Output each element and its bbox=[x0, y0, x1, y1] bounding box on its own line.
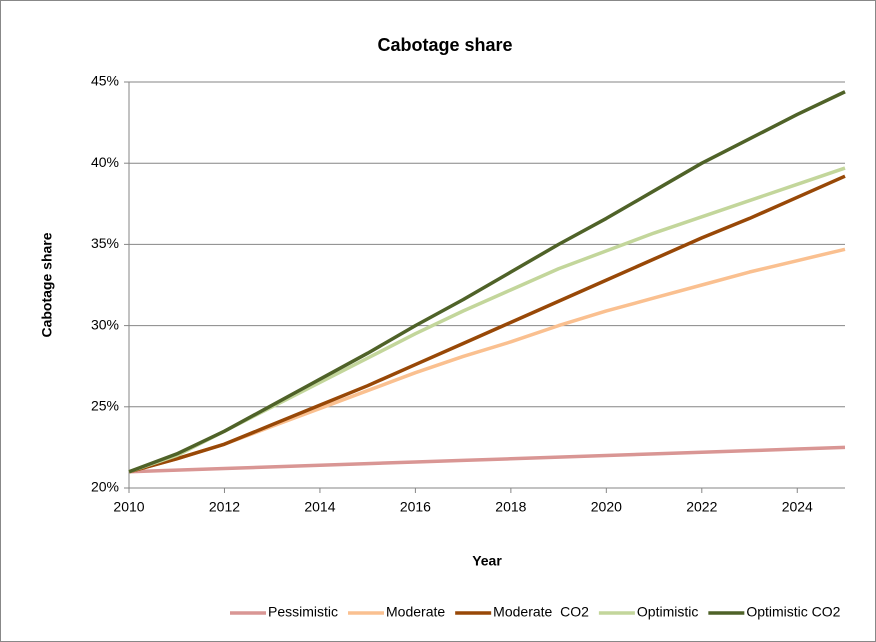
series-line bbox=[128, 445, 846, 474]
y-tick-label: 35% bbox=[91, 235, 119, 251]
x-tick-label: 2010 bbox=[113, 499, 144, 515]
x-axis-label: Year bbox=[472, 553, 502, 569]
y-tick-label: 40% bbox=[91, 154, 119, 170]
legend-label: Moderate bbox=[386, 604, 445, 620]
legend-label: Optimistic bbox=[637, 604, 698, 620]
x-tick-label: 2018 bbox=[495, 499, 526, 515]
legend-label: Optimistic CO2 bbox=[746, 604, 840, 620]
legend-label: Pessimistic bbox=[268, 604, 338, 620]
y-axis-label: Cabotage share bbox=[39, 232, 55, 337]
x-tick-label: 2022 bbox=[686, 499, 717, 515]
series-line bbox=[128, 174, 846, 474]
x-tick-label: 2016 bbox=[400, 499, 431, 515]
y-tick-label: 20% bbox=[91, 479, 119, 495]
x-tick-label: 2012 bbox=[209, 499, 240, 515]
legend-label: Moderate CO2 bbox=[493, 604, 589, 620]
series-line bbox=[128, 90, 846, 474]
x-tick-label: 2020 bbox=[591, 499, 622, 515]
chart-title: Cabotage share bbox=[377, 35, 512, 55]
y-tick-label: 25% bbox=[91, 398, 119, 414]
x-tick-label: 2014 bbox=[304, 499, 335, 515]
x-tick-label: 2024 bbox=[782, 499, 813, 515]
y-tick-label: 45% bbox=[91, 73, 119, 89]
y-tick-label: 30% bbox=[91, 316, 119, 332]
